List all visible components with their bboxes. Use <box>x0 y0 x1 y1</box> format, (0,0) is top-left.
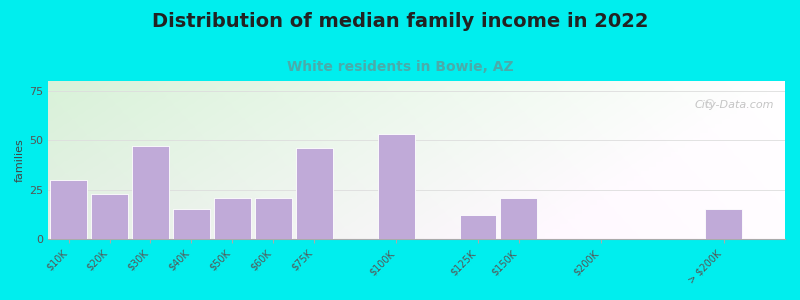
Bar <box>501 197 538 239</box>
Bar <box>296 148 333 239</box>
Y-axis label: families: families <box>15 138 25 182</box>
Bar <box>459 215 497 239</box>
Bar <box>91 194 128 239</box>
Bar <box>705 209 742 239</box>
Bar <box>378 134 414 239</box>
Text: Distribution of median family income in 2022: Distribution of median family income in … <box>152 12 648 31</box>
Bar <box>255 197 292 239</box>
Bar <box>132 146 169 239</box>
Text: City-Data.com: City-Data.com <box>694 100 774 110</box>
Bar <box>214 197 250 239</box>
Text: ⊙: ⊙ <box>703 97 715 111</box>
Text: White residents in Bowie, AZ: White residents in Bowie, AZ <box>286 60 514 74</box>
Bar <box>173 209 210 239</box>
Bar <box>50 180 87 239</box>
